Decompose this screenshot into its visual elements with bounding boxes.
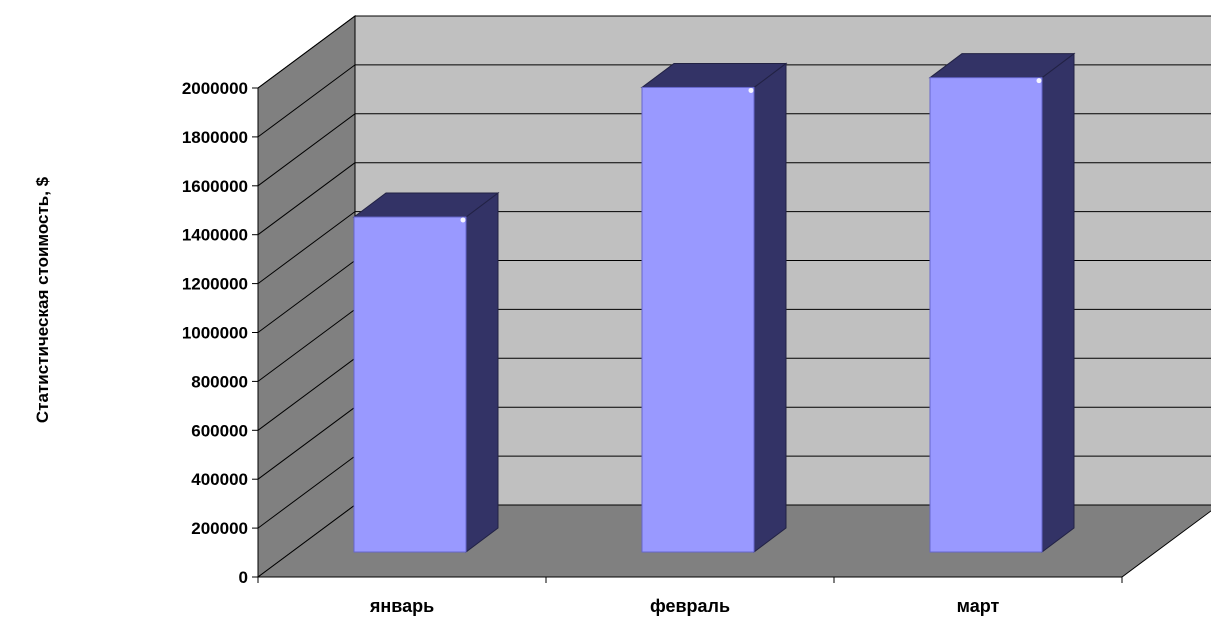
y-tick-label: 1400000 (182, 226, 248, 245)
gridline-side (257, 15, 356, 89)
bar-front-face (353, 216, 467, 553)
y-axis-title: Статистическая стоимость, $ (33, 176, 52, 423)
x-axis-categories: январь февраль март (257, 577, 1123, 616)
gridline-side (257, 260, 356, 333)
chart-bars (352, 52, 1076, 553)
gridline-side (257, 406, 356, 480)
gridline-side (257, 455, 356, 529)
x-category-label: январь (369, 596, 434, 616)
bar-side-face (753, 62, 787, 553)
y-tick-label: 400000 (191, 470, 248, 489)
bar-front-face (641, 86, 755, 553)
gridline-side (257, 162, 356, 236)
y-tick-label: 600000 (191, 421, 248, 440)
y-axis-ticks: 0 200000 400000 600000 800000 1000000 1200000 1… (182, 79, 1122, 587)
bar-highlight (748, 87, 754, 93)
bar-side-face (465, 192, 499, 553)
chart-gridlines (257, 15, 1211, 529)
bar-side-face (1041, 52, 1075, 553)
y-tick-label: 1800000 (182, 128, 248, 147)
y-tick-label: 200000 (191, 519, 248, 538)
x-category-label: март (957, 596, 1000, 616)
y-tick-label: 2000000 (182, 79, 248, 98)
y-tick-label: 1200000 (182, 275, 248, 294)
y-tick-label: 1600000 (182, 177, 248, 196)
y-tick-label: 0 (239, 568, 248, 587)
bar-2 (640, 62, 788, 553)
gridline-side (257, 211, 356, 285)
gridline-side (257, 64, 356, 138)
bar-highlight (460, 217, 466, 223)
gridline-side (257, 308, 356, 382)
gridline-side (257, 113, 356, 187)
x-category-label: февраль (650, 596, 730, 616)
y-tick-label: 800000 (191, 372, 248, 391)
bar-highlight (1036, 78, 1042, 84)
bar-1 (352, 192, 500, 553)
y-tick-label: 1000000 (182, 324, 248, 343)
gridline-side (257, 357, 356, 431)
bar-front-face (929, 77, 1043, 553)
bar-3 (928, 52, 1076, 553)
